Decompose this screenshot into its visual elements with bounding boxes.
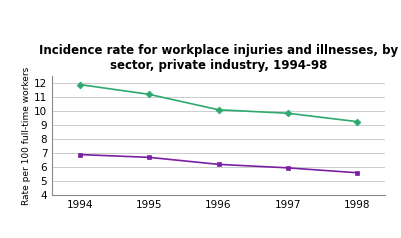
Service-producing (216, 163, 221, 166)
Line: Goods-producing: Goods-producing (77, 82, 360, 124)
Goods-producing (77, 83, 82, 86)
Service-producing (77, 153, 82, 156)
Service-producing (355, 171, 360, 174)
Service-producing (286, 166, 290, 169)
Goods-producing (216, 108, 221, 111)
Title: Incidence rate for workplace injuries and illnesses, by
sector, private industry: Incidence rate for workplace injuries an… (39, 44, 398, 72)
Line: Service-producing: Service-producing (77, 152, 360, 175)
Goods-producing (147, 93, 152, 96)
Goods-producing (286, 112, 290, 115)
Goods-producing (355, 120, 360, 123)
Service-producing (147, 156, 152, 159)
Y-axis label: Rate per 100 full-time workers: Rate per 100 full-time workers (22, 67, 31, 205)
